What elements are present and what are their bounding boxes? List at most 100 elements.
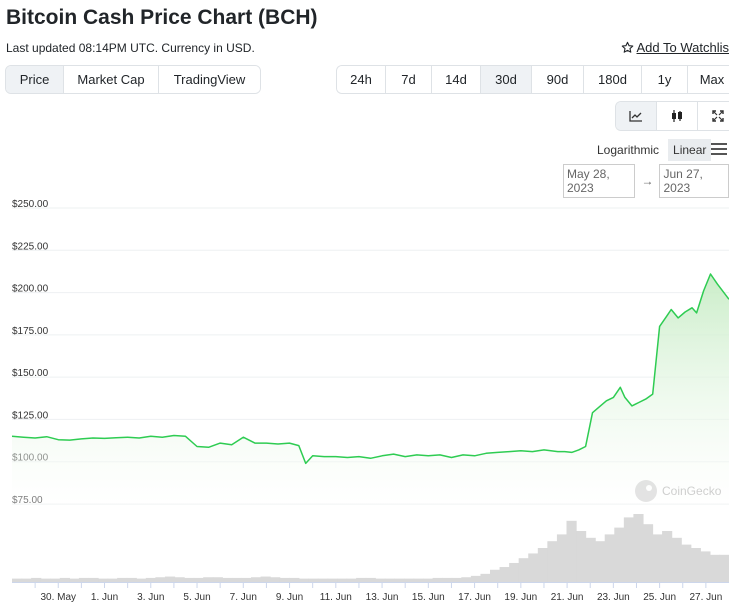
- volume-bar: [681, 544, 692, 582]
- volume-bar: [451, 577, 462, 582]
- x-tick-label: 19. Jun: [504, 592, 537, 603]
- range-max[interactable]: Max: [688, 66, 729, 93]
- scale-linear[interactable]: Linear: [668, 139, 712, 161]
- tab-market-cap[interactable]: Market Cap: [64, 66, 159, 93]
- x-tick-label: 1. Jun: [91, 592, 118, 603]
- volume-bar: [193, 577, 204, 582]
- volume-bar: [700, 551, 711, 582]
- volume-bar: [317, 578, 329, 582]
- volume-bar: [642, 524, 654, 582]
- volume-bar: [184, 577, 195, 582]
- volume-bar: [470, 575, 482, 582]
- volume-bar: [566, 520, 577, 582]
- volume-bar: [59, 577, 70, 582]
- tab-price[interactable]: Price: [6, 66, 64, 93]
- volume-bar: [595, 541, 606, 582]
- range-7d[interactable]: 7d: [386, 66, 432, 93]
- x-tick-label: 21. Jun: [551, 592, 584, 603]
- volume-bar: [633, 514, 644, 582]
- range-24h[interactable]: 24h: [337, 66, 386, 93]
- date-from-input[interactable]: May 28, 2023: [563, 164, 636, 198]
- line-chart-button[interactable]: [616, 102, 657, 130]
- date-to-input[interactable]: Jun 27, 2023: [659, 164, 729, 198]
- x-tick-label: 25. Jun: [643, 592, 676, 603]
- volume-bar: [719, 554, 729, 582]
- volume-bar: [547, 541, 558, 582]
- y-tick-label: $125.00: [12, 410, 49, 421]
- price-chart[interactable]: $250.00 $225.00 $200.00 $175.00 $150.00 $125.…: [0, 190, 729, 609]
- volume-bar: [375, 578, 386, 582]
- volume-bar: [88, 577, 99, 582]
- arrow-right-icon: →: [641, 174, 654, 188]
- x-tick-label: 13. Jun: [366, 592, 399, 603]
- volume-bar: [528, 553, 539, 582]
- price-series-line: [11, 273, 729, 465]
- volume-bar: [346, 578, 357, 582]
- x-tick-label: 27. Jun: [689, 592, 722, 603]
- chart-menu-button[interactable]: [711, 142, 727, 161]
- candlestick-icon: [672, 110, 682, 122]
- range-90d[interactable]: 90d: [532, 66, 584, 93]
- volume-bar: [394, 578, 405, 582]
- y-tick-label: $150.00: [12, 368, 49, 379]
- time-range-selector: 24h 7d 14d 30d 90d 180d 1y Max: [336, 65, 729, 94]
- star-icon: [621, 41, 633, 53]
- watchlist-label: Add To Watchlis: [636, 40, 729, 55]
- volume-bar: [289, 577, 300, 582]
- volume-bar: [662, 531, 673, 582]
- volume-bar: [499, 567, 510, 582]
- x-tick-label: 23. Jun: [597, 592, 630, 603]
- volume-bar: [509, 562, 520, 582]
- y-tick-label: $225.00: [12, 241, 49, 252]
- volume-bar: [337, 578, 348, 582]
- volume-bar: [614, 527, 625, 582]
- volume-bar: [222, 577, 233, 582]
- volume-bars: [12, 514, 729, 582]
- volume-bar: [403, 578, 415, 582]
- range-1y[interactable]: 1y: [642, 66, 688, 93]
- volume-bar: [576, 531, 587, 582]
- volume-bar: [442, 577, 453, 582]
- volume-bar: [518, 558, 529, 582]
- volume-bar: [423, 578, 434, 582]
- y-tick-label: $175.00: [12, 326, 49, 337]
- price-area-fill: [12, 274, 729, 504]
- volume-bar: [69, 578, 80, 582]
- coingecko-logo-icon: [635, 480, 657, 502]
- volume-bar: [556, 534, 568, 582]
- range-14d[interactable]: 14d: [432, 66, 481, 93]
- volume-bar: [652, 534, 663, 582]
- line-chart-icon: [629, 111, 642, 122]
- volume-bar: [21, 578, 32, 582]
- coingecko-watermark: CoinGecko: [635, 480, 722, 502]
- volume-bar: [413, 578, 424, 582]
- volume-bar: [490, 569, 501, 582]
- volume-bar: [231, 577, 243, 582]
- range-30d[interactable]: 30d: [481, 66, 532, 93]
- x-tick-label: 7. Jun: [230, 592, 257, 603]
- chart-type-tabs: Price Market Cap TradingView: [5, 65, 261, 94]
- volume-bar: [136, 578, 147, 582]
- add-to-watchlist-link[interactable]: Add To Watchlis: [621, 40, 729, 55]
- volume-bar: [308, 578, 319, 582]
- volume-bar: [461, 577, 472, 582]
- last-updated-text: Last updated 08:14PM UTC. Currency in US…: [6, 41, 255, 55]
- x-tick-label: 17. Jun: [458, 592, 491, 603]
- volume-bar: [604, 534, 615, 582]
- volume-bar: [78, 577, 90, 582]
- tab-tradingview[interactable]: TradingView: [159, 66, 260, 93]
- range-180d[interactable]: 180d: [584, 66, 642, 93]
- volume-bar: [537, 548, 548, 582]
- date-range-inputs: May 28, 2023 → Jun 27, 2023: [563, 164, 729, 198]
- volume-bar: [671, 537, 682, 582]
- volume-bar: [12, 578, 23, 582]
- hamburger-menu-icon: [711, 143, 727, 155]
- volume-bar: [164, 576, 176, 582]
- scale-logarithmic[interactable]: Logarithmic: [597, 143, 660, 157]
- candlestick-button[interactable]: [657, 102, 698, 130]
- volume-bar: [623, 517, 634, 582]
- volume-bar: [260, 576, 271, 582]
- volume-bar: [31, 577, 42, 582]
- fullscreen-button[interactable]: [698, 102, 729, 130]
- volume-bar: [384, 578, 395, 582]
